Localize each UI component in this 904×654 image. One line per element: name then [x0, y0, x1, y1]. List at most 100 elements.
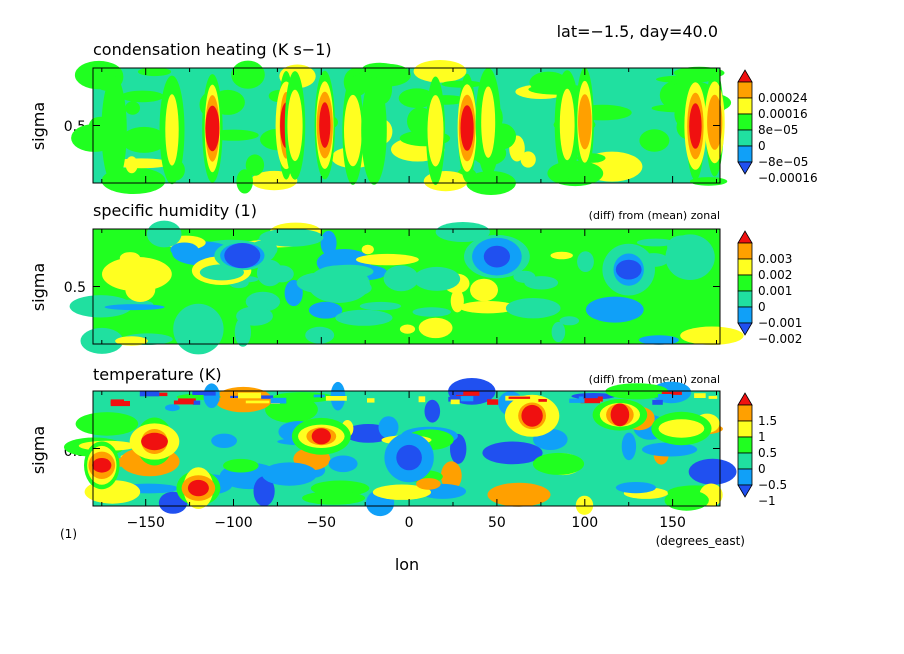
legend-label: 0.00016 — [758, 107, 808, 121]
field-cell — [231, 60, 265, 89]
field-cell — [559, 316, 580, 326]
legend-swatch — [737, 436, 753, 454]
field-cell — [398, 88, 435, 108]
legend-swatch — [737, 81, 753, 99]
field-cell — [470, 278, 498, 302]
field-cell — [460, 396, 474, 402]
field-cell — [203, 392, 216, 396]
field-cell — [313, 394, 325, 398]
legend-swatch — [737, 468, 753, 486]
field-cell — [585, 296, 644, 323]
field-cell — [361, 244, 374, 255]
field-feature — [319, 102, 331, 148]
field-feature — [165, 94, 179, 166]
field-cell — [203, 383, 220, 408]
legend-swatch — [737, 113, 753, 131]
legend-label: 8e−05 — [758, 123, 798, 137]
field-feature — [615, 259, 642, 280]
field-cell — [450, 289, 464, 313]
panel-title: specific humidity (1) — [93, 201, 257, 220]
field-cell — [328, 455, 358, 473]
field-cell — [658, 394, 672, 399]
x-axis-label: lon — [395, 555, 419, 574]
field-cell — [356, 253, 419, 266]
field-cell — [412, 307, 451, 317]
y-axis-label: sigma — [29, 426, 48, 474]
field-cell — [413, 266, 461, 291]
field-cell — [372, 484, 431, 500]
legend-arrow-top — [737, 392, 753, 406]
field-cell — [378, 416, 399, 439]
x-tick-label: −150 — [126, 515, 164, 531]
field-cell — [325, 396, 347, 401]
legend-arrow-bottom — [737, 322, 753, 336]
field-cell — [335, 309, 393, 326]
field-cell — [435, 222, 490, 242]
field-feature — [665, 234, 715, 280]
field-feature — [101, 75, 127, 185]
field-cell — [367, 398, 375, 403]
field-cell — [120, 90, 164, 103]
field-cell — [694, 393, 706, 398]
field-cell — [615, 482, 657, 494]
x-tick-label: 100 — [571, 515, 598, 531]
field-cell — [125, 101, 140, 115]
field-feature — [102, 256, 172, 292]
panel-specific-humidity: specific humidity (1) (diff) from (mean)… — [29, 201, 802, 355]
field-cell — [261, 462, 317, 486]
field-cell — [459, 301, 517, 314]
field-cell — [577, 251, 594, 272]
field-cell — [413, 60, 467, 83]
field-cell — [551, 321, 566, 343]
x-footnote: (1) — [60, 527, 77, 541]
field-feature — [610, 403, 630, 427]
field-cell — [550, 251, 573, 260]
field-cell — [320, 230, 337, 256]
field-cell — [440, 461, 462, 491]
panel-title: temperature (K) — [93, 365, 222, 384]
panel-temperature: temperature (K) (diff) from (mean) zonal… — [29, 365, 787, 517]
field-feature — [344, 94, 362, 167]
field-cell — [236, 169, 253, 194]
field-cell — [689, 177, 728, 186]
legend-arrow-top — [737, 230, 753, 244]
field-cell — [352, 70, 405, 88]
panel-title: condensation heating (K s−1) — [93, 40, 332, 59]
field-cell — [448, 396, 455, 402]
field-cell — [359, 301, 401, 311]
field-cell — [121, 126, 167, 153]
legend-label: 0 — [758, 139, 766, 153]
y-axis-label: sigma — [29, 263, 48, 311]
y-tick-label: 0.5 — [64, 280, 86, 296]
field-cell — [680, 326, 744, 345]
x-tick-labels: −150 −100 −50 0 50 100 150 — [126, 515, 685, 531]
field-feature — [361, 76, 387, 185]
field-cell — [450, 399, 460, 405]
field-cell — [664, 489, 709, 511]
field-cell — [192, 400, 201, 405]
legend-label: −8e−05 — [758, 155, 808, 169]
field-cell — [450, 391, 464, 395]
field-cell — [418, 396, 426, 403]
field-cell — [236, 306, 273, 326]
field-cell — [639, 129, 670, 152]
legend-label: −0.001 — [758, 316, 802, 330]
field-cell — [424, 399, 441, 423]
legend-swatch — [737, 404, 753, 422]
field-feature — [187, 479, 209, 497]
field-cell — [659, 397, 677, 400]
legend-label: 0 — [758, 462, 766, 476]
field-cell — [238, 392, 261, 399]
field-cell — [256, 259, 283, 287]
legend-arrow-top — [737, 69, 753, 83]
field-cell — [305, 326, 335, 344]
field-cell — [245, 154, 265, 176]
field-cell — [642, 442, 698, 457]
field-cell — [75, 412, 139, 436]
legend-swatch — [737, 274, 753, 292]
field-feature — [311, 428, 331, 445]
x-unit-label: (degrees_east) — [656, 534, 745, 548]
field-feature — [559, 88, 575, 161]
legend-label: −0.5 — [758, 478, 787, 492]
legend-swatch — [737, 290, 753, 308]
